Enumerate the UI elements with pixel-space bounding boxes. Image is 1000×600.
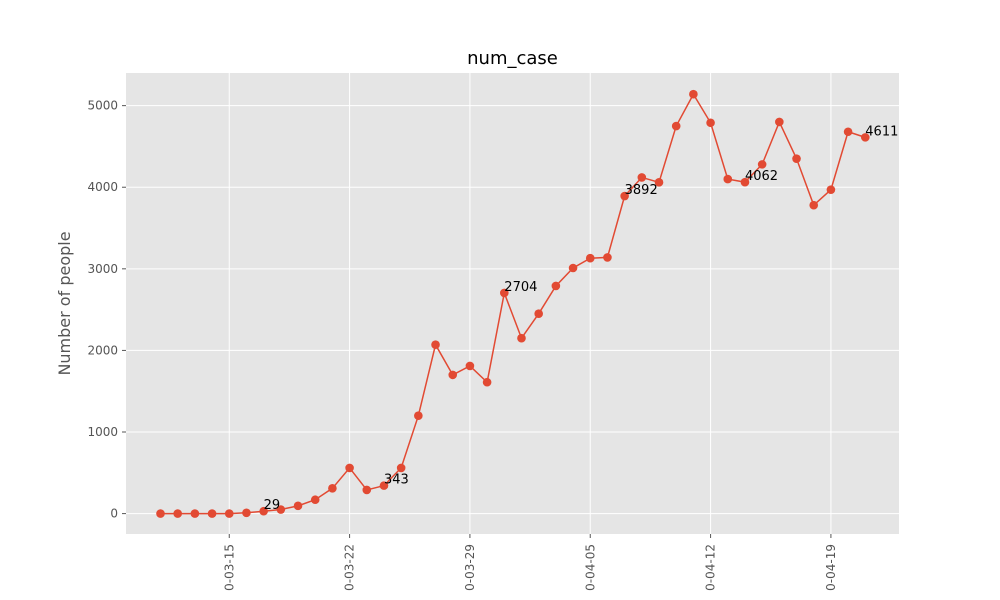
y-tick-label: 3000 (87, 262, 118, 276)
data-point (757, 160, 767, 169)
data-label: 343 (384, 473, 409, 488)
data-point (448, 370, 458, 380)
x-tick-label: 0-04-12 (704, 544, 718, 591)
plot-background (126, 73, 899, 534)
y-tick-label: 1000 (87, 425, 118, 439)
data-point (689, 89, 698, 99)
x-tick-label: 0-03-22 (343, 544, 357, 591)
x-tick-label: 0-04-19 (824, 544, 838, 591)
data-point (345, 463, 354, 473)
y-tick-label: 2000 (87, 343, 118, 357)
data-point (740, 177, 750, 187)
data-point (173, 509, 182, 518)
data-point (465, 361, 475, 371)
data-point (585, 253, 595, 263)
chart-title: num_case (467, 48, 558, 69)
data-label: 29 (264, 498, 281, 513)
data-point (242, 508, 251, 518)
data-point (156, 509, 165, 518)
data-point (637, 173, 647, 182)
data-point (706, 118, 715, 128)
data-label: 3892 (625, 183, 658, 198)
data-label: 2704 (504, 280, 537, 295)
y-axis-title: Number of people (55, 231, 74, 375)
data-point (431, 340, 440, 350)
y-tick-label: 4000 (87, 180, 118, 194)
data-point (775, 117, 784, 127)
data-point (723, 174, 733, 184)
y-tick-label: 0 (110, 507, 118, 521)
data-point (620, 191, 629, 201)
y-axis-ticks: 0 1000 2000 3000 4000 5000 (87, 99, 126, 521)
data-point (190, 509, 200, 518)
data-point (568, 263, 578, 273)
data-point (379, 481, 389, 490)
data-point (860, 133, 870, 142)
data-point (362, 485, 372, 495)
data-label: 4611 (865, 124, 898, 139)
data-point (259, 506, 268, 516)
x-tick-label: 0-03-15 (222, 544, 236, 591)
data-point (293, 501, 303, 511)
data-point (310, 495, 320, 505)
grid-lines (126, 73, 899, 534)
data-point (826, 185, 836, 194)
data-point (414, 411, 423, 420)
data-labels: 29 343 2704 3892 4062 4611 (264, 124, 899, 513)
x-tick-label: 0-03-29 (463, 544, 477, 591)
x-tick-label: 0-04-05 (583, 544, 597, 591)
data-point (671, 121, 681, 131)
data-point (517, 333, 526, 343)
data-point (482, 377, 492, 387)
data-point (396, 463, 406, 473)
data-point (207, 509, 217, 518)
data-label: 4062 (745, 169, 778, 184)
data-point (534, 309, 543, 318)
data-point (603, 253, 612, 262)
x-axis-ticks: 0-03-15 0-03-22 0-03-29 0-04-05 0-04-12 0-04-… (222, 534, 838, 591)
data-point (792, 154, 801, 163)
data-points (156, 89, 870, 518)
data-point (224, 509, 234, 518)
y-tick-label: 5000 (87, 99, 118, 113)
data-point (328, 484, 337, 493)
data-point (276, 505, 286, 514)
data-point (809, 200, 819, 210)
data-point (654, 178, 664, 187)
data-point (500, 288, 509, 298)
data-point (551, 281, 561, 291)
data-point (843, 127, 853, 137)
